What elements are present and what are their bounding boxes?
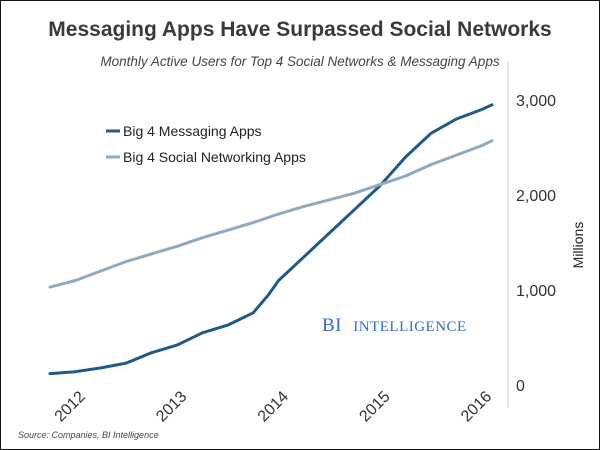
watermark-main: BI	[322, 315, 342, 336]
y-axis-label: Millions	[570, 222, 586, 269]
y-tick-label: 0	[516, 378, 525, 395]
watermark: BI INTELLIGENCE	[322, 315, 467, 336]
y-tick-label: 1,000	[516, 283, 556, 300]
x-tick-label: 2012	[52, 388, 89, 425]
x-tick-label: 2013	[153, 388, 190, 425]
x-tick-label: 2016	[458, 388, 495, 425]
source-note: Source: Companies, BI Intelligence	[18, 430, 159, 440]
chart-title: Messaging Apps Have Surpassed Social Net…	[48, 18, 552, 41]
y-tick-label: 3,000	[516, 93, 556, 110]
chart-subtitle: Monthly Active Users for Top 4 Social Ne…	[100, 54, 500, 69]
x-tick-label: 2014	[255, 388, 292, 425]
legend-label: Big 4 Messaging Apps	[123, 123, 262, 139]
legend: Big 4 Messaging Apps Big 4 Social Network…	[106, 123, 306, 165]
y-tick-label: 2,000	[516, 188, 556, 205]
x-tick-label: 2015	[356, 388, 393, 425]
series-lines	[48, 103, 494, 376]
legend-label: Big 4 Social Networking Apps	[123, 149, 306, 165]
series-line-messaging	[48, 103, 494, 376]
watermark-second: INTELLIGENCE	[353, 319, 466, 335]
series-line-social	[48, 139, 494, 289]
